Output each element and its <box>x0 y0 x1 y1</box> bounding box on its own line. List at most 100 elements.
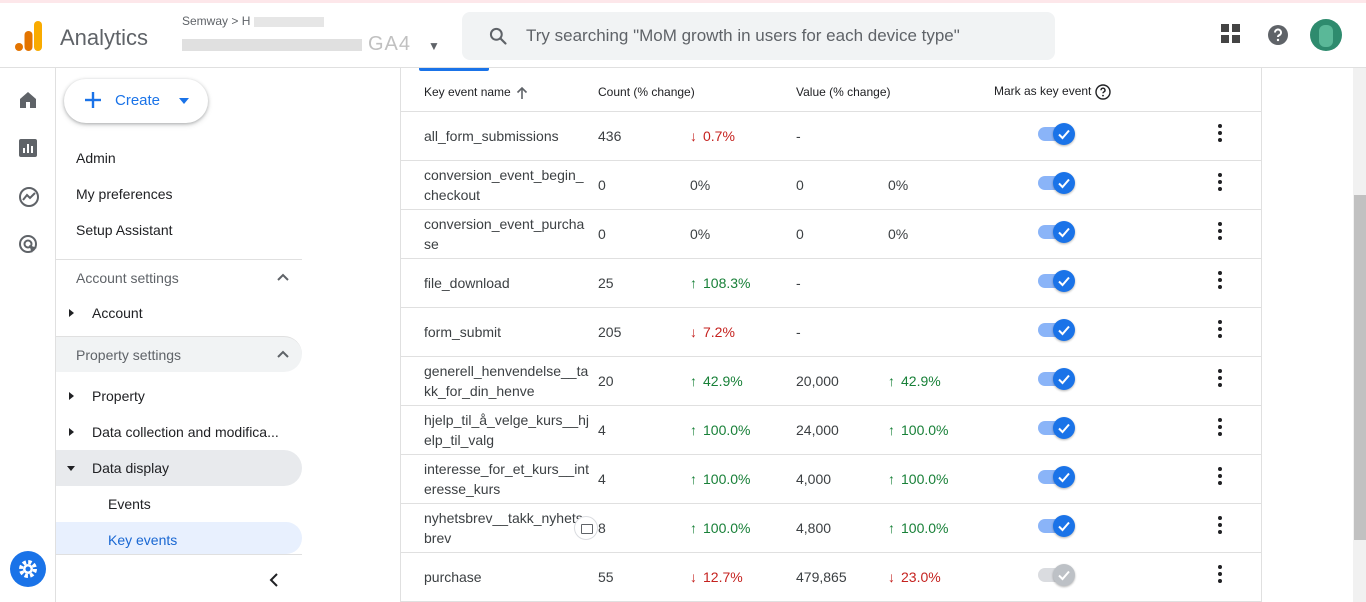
event-name-cell: purchase <box>400 552 598 602</box>
account-settings-section[interactable]: Account settings <box>56 259 302 295</box>
header-key-event-name[interactable]: Key event name <box>400 74 598 112</box>
property-dropdown-icon[interactable]: ▼ <box>428 39 440 53</box>
toggle-knob <box>1053 270 1075 292</box>
change-text: 0% <box>690 225 711 242</box>
count-change-cell: ↑ 100.0% <box>690 454 796 504</box>
change-text: 42.9% <box>901 372 941 389</box>
sub-item-events[interactable]: Events <box>56 488 302 520</box>
tree-item-data-display[interactable]: Data display <box>56 450 302 486</box>
count-cell: 0 <box>598 209 690 259</box>
top-accent-line <box>0 0 1366 3</box>
report-card-icon[interactable] <box>574 515 598 540</box>
event-name-cell: hjelp_til_å_velge_kurs__hjelp_til_valg <box>400 405 598 455</box>
sub-item-key-events[interactable]: Key events <box>56 522 302 554</box>
expand-arrow-icon <box>69 309 74 317</box>
value-cell: 0 <box>796 209 888 259</box>
value-cell: - <box>796 258 888 308</box>
count-cell: 0 <box>598 160 690 210</box>
event-name-cell: conversion_event_purchase <box>400 209 598 259</box>
help-icon[interactable] <box>1267 24 1289 46</box>
analytics-logo-icon[interactable] <box>15 21 43 51</box>
mark-key-event-toggle[interactable] <box>1038 170 1076 194</box>
change-text: 100.0% <box>901 519 949 536</box>
header-mark-label: Mark as key event <box>994 84 1092 99</box>
value-change-cell: ↑ 42.9% <box>888 356 994 406</box>
search-input[interactable] <box>526 24 1026 48</box>
mark-cell <box>994 552 1166 602</box>
event-name: nyhetsbrev__takk_nyhetsbrev <box>424 509 583 546</box>
nav-admin[interactable]: Admin <box>76 150 116 166</box>
actions-cell <box>1166 307 1262 357</box>
reports-icon[interactable] <box>18 138 38 158</box>
more-vert-icon[interactable] <box>1210 368 1230 388</box>
tree-item-property[interactable]: Property <box>56 378 302 414</box>
check-icon <box>1058 374 1070 385</box>
actions-cell <box>1166 454 1262 504</box>
nav-my-preferences[interactable]: My preferences <box>76 186 173 202</box>
home-icon[interactable] <box>18 90 38 110</box>
help-icon[interactable] <box>1095 84 1112 100</box>
mark-key-event-toggle[interactable] <box>1038 464 1076 488</box>
nav-setup-assistant[interactable]: Setup Assistant <box>76 222 173 238</box>
gear-icon <box>19 560 37 578</box>
explore-icon[interactable] <box>18 186 40 208</box>
check-icon <box>1058 325 1070 336</box>
more-vert-icon[interactable] <box>1210 417 1230 437</box>
advertising-icon[interactable] <box>18 234 40 256</box>
search-bar[interactable] <box>462 12 1055 60</box>
user-avatar[interactable] <box>1310 19 1342 51</box>
more-vert-icon[interactable] <box>1210 172 1230 192</box>
mark-key-event-toggle[interactable] <box>1038 366 1076 390</box>
event-name-cell: generell_henvendelse__takk_for_din_henve <box>400 356 598 406</box>
top-app-bar: Analytics Semway > H GA4 ▼ <box>0 3 1366 68</box>
arrow-up-icon: ↑ <box>888 372 895 389</box>
mark-key-event-toggle[interactable] <box>1038 317 1076 341</box>
more-vert-icon[interactable] <box>1210 564 1230 584</box>
apps-grid-icon[interactable] <box>1221 24 1241 44</box>
admin-settings-button[interactable] <box>10 551 46 587</box>
count-cell: 55 <box>598 552 690 602</box>
mark-key-event-toggle[interactable] <box>1038 415 1076 439</box>
sort-ascending-icon[interactable] <box>515 86 529 100</box>
toggle-knob <box>1053 368 1075 390</box>
actions-cell <box>1166 160 1262 210</box>
mark-key-event-toggle[interactable] <box>1038 562 1076 586</box>
collapse-sidebar-icon[interactable] <box>266 572 282 588</box>
actions-cell <box>1166 111 1262 161</box>
event-name: hjelp_til_å_velge_kurs__hjelp_til_valg <box>424 411 590 448</box>
more-vert-icon[interactable] <box>1210 123 1230 143</box>
table-row: all_form_submissions 436 ↓ 0.7% - <box>400 111 1262 161</box>
property-settings-section[interactable]: Property settings <box>56 336 302 372</box>
change-value: ↑ 42.9% <box>888 373 941 389</box>
property-selector[interactable]: GA4 <box>182 33 411 56</box>
more-vert-icon[interactable] <box>1210 221 1230 241</box>
toggle-knob <box>1053 123 1075 145</box>
change-text: 100.0% <box>901 470 949 487</box>
tree-item-data-collection-label: Data collection and modifica... <box>92 424 279 440</box>
sub-item-key-events-label: Key events <box>108 532 178 548</box>
header-value[interactable]: Value (% change) <box>796 74 994 112</box>
account-breadcrumb[interactable]: Semway > H <box>182 14 325 28</box>
mark-key-event-toggle[interactable] <box>1038 219 1076 243</box>
toggle-knob <box>1053 417 1075 439</box>
scrollbar-thumb[interactable] <box>1354 195 1366 540</box>
header-mark-key-event: Mark as key event <box>994 74 1166 112</box>
more-vert-icon[interactable] <box>1210 270 1230 290</box>
tree-item-data-collection[interactable]: Data collection and modifica... <box>56 414 302 450</box>
more-vert-icon[interactable] <box>1210 515 1230 535</box>
tree-item-account[interactable]: Account <box>56 295 302 331</box>
mark-key-event-toggle[interactable] <box>1038 513 1076 537</box>
mark-key-event-toggle[interactable] <box>1038 121 1076 145</box>
create-dropdown-icon <box>179 98 189 104</box>
more-vert-icon[interactable] <box>1210 319 1230 339</box>
mark-key-event-toggle[interactable] <box>1038 268 1076 292</box>
header-count[interactable]: Count (% change) <box>598 74 796 112</box>
arrow-up-icon: ↑ <box>690 274 697 291</box>
more-vert-icon[interactable] <box>1210 466 1230 486</box>
create-button[interactable]: Create <box>64 79 208 123</box>
header-key-event-name-label: Key event name <box>424 84 511 99</box>
nav-rail <box>0 68 56 602</box>
count-cell: 205 <box>598 307 690 357</box>
value-change-cell: 0% <box>888 160 994 210</box>
arrow-up-icon: ↑ <box>690 470 697 487</box>
